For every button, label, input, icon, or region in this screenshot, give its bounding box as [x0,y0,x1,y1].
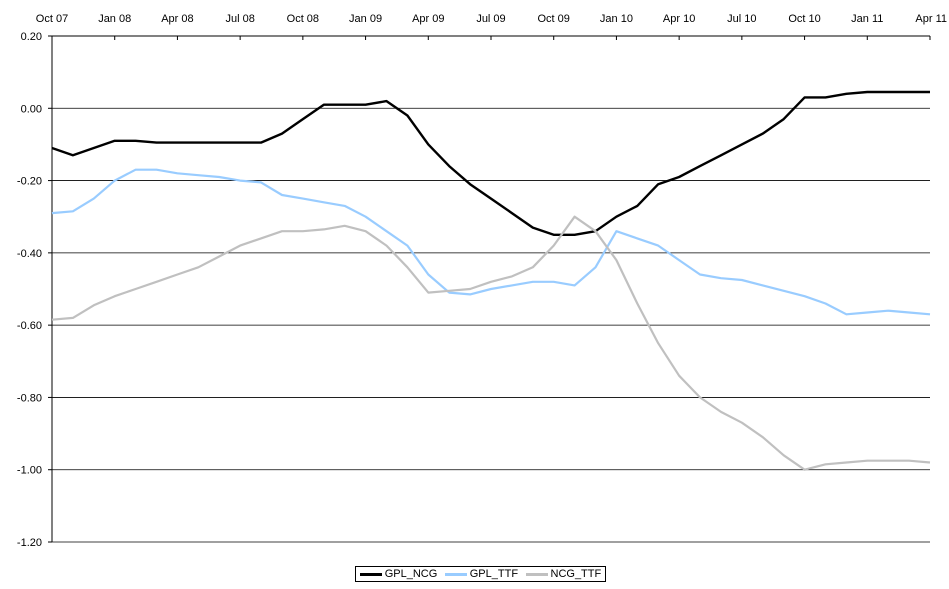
legend-swatch-ncg-ttf [525,572,548,576]
series-line-gpl-ncg [51,90,930,237]
y-tick-label: -0.20 [17,176,42,188]
x-tick-label: Oct 08 [287,13,319,25]
chart-legend: GPL_NCG GPL_TTF NCG_TTF [355,566,606,582]
series-line-ncg-ttf [51,215,931,471]
y-tick-labels: 0.20 0.00 -0.20 -0.40 -0.60 -0.80 -1.00 -1.20 [17,31,42,549]
legend-label-gpl-ncg: GPL_NCG [384,568,438,580]
x-tick-label: Apr 11 [915,13,947,25]
x-tick-label: Oct 07 [36,13,68,25]
y-tick-label: -0.40 [17,248,42,260]
x-tick-label: Oct 09 [538,13,570,25]
x-tick-label: Jan 08 [98,13,131,25]
x-tick-label: Oct 10 [788,13,820,25]
x-tick-label: Jul 09 [476,13,505,25]
y-tick-label: 0.20 [21,31,42,43]
legend-label-ncg-ttf: NCG_TTF [550,568,602,580]
x-tick-label: Jan 10 [600,13,633,25]
x-tick-label: Jan 09 [349,13,382,25]
y-tick-label: -0.60 [17,320,42,332]
gridlines [52,107,930,471]
series-lines [51,90,931,471]
x-tick-labels: Oct 07 Jan 08 Apr 08 Jul 08 Oct 08 Jan 09 Apr … [36,13,947,25]
legend-item-gpl-ncg: GPL_NCG [359,568,438,580]
y-tick-label: -1.00 [17,465,42,477]
series-line-gpl-ttf [51,168,931,316]
legend-item-ncg-ttf: NCG_TTF [525,568,602,580]
legend-label-gpl-ttf: GPL_TTF [469,568,519,580]
x-tick-label: Jul 08 [225,13,254,25]
x-tick-label: Jan 11 [851,13,883,25]
y-tick-label: 0.00 [21,103,42,115]
legend-swatch-gpl-ttf [444,572,467,576]
legend-swatch-gpl-ncg [359,572,382,576]
x-tick-label: Apr 09 [412,13,444,25]
x-tick-label: Apr 08 [161,13,193,25]
legend-item-gpl-ttf: GPL_TTF [444,568,519,580]
axes [48,35,931,543]
y-tick-label: -0.80 [17,392,42,404]
x-tick-label: Jul 10 [727,13,756,25]
x-tick-label: Apr 10 [663,13,695,25]
y-tick-label: -1.20 [17,537,42,549]
